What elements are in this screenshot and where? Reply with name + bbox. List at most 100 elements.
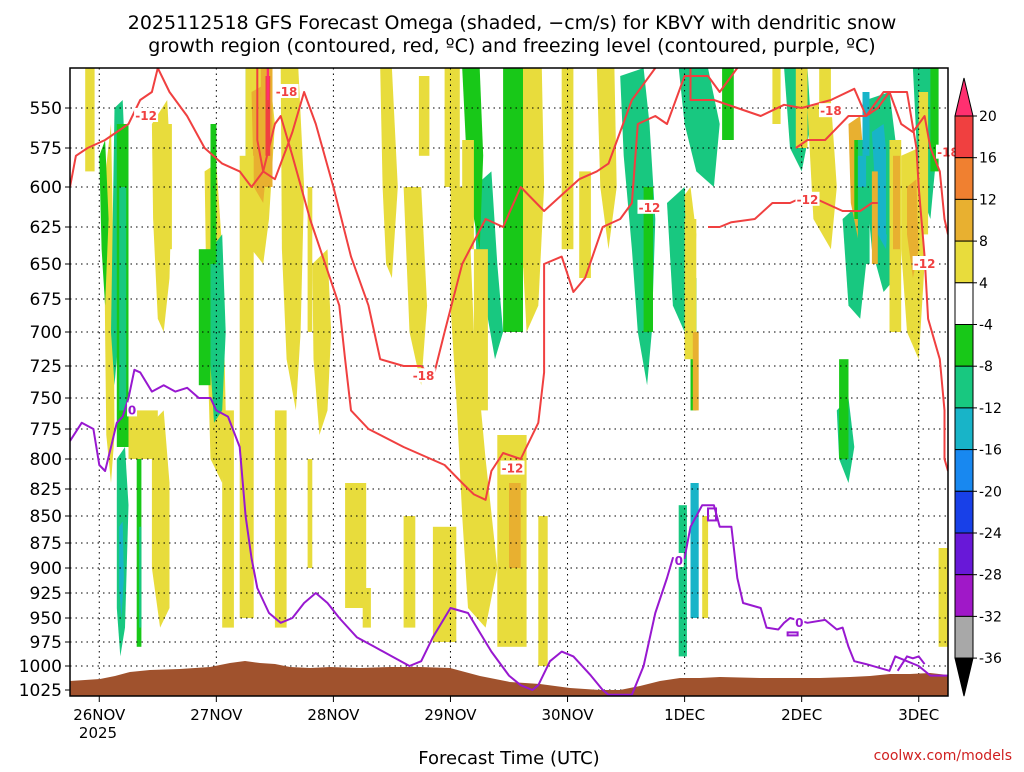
omega-blob-35	[907, 179, 919, 278]
omega-cell-18	[345, 483, 367, 608]
omega-cell-8	[198, 249, 211, 386]
contour-label-bg-9	[127, 402, 138, 417]
y-tick-label-775: 775	[30, 420, 62, 440]
colorbar-segment-12	[954, 615, 974, 659]
omega-cell-26	[503, 68, 523, 332]
x-axis-time: 26NOV 27NOV 28NOV 29NOV 30NOV 1DEC 2DEC 3DEC	[73, 696, 939, 724]
contour-label-10: 0	[675, 554, 683, 568]
colorbar-label-9: -20	[979, 484, 1002, 500]
contour-label-11: 0	[795, 616, 803, 630]
temperature-contours	[70, 68, 948, 696]
contour-label-bg-3	[500, 460, 525, 475]
y-tick-label-750: 750	[30, 389, 62, 409]
contour-label-bg-2	[411, 368, 436, 383]
colorbar-segment-5	[954, 324, 974, 367]
omega-blob-6	[119, 521, 124, 618]
omega-cell-48	[871, 171, 878, 264]
omega-cell-24	[473, 249, 488, 411]
colorbar-bottom-triangle	[954, 657, 974, 697]
colorbar-label-13: -36	[979, 651, 1002, 667]
contour--12-0	[70, 68, 739, 501]
omega-cell-25	[432, 526, 457, 642]
y-tick-label-600: 600	[30, 178, 62, 198]
omega-cell-13	[265, 76, 271, 156]
omega-cell-45	[857, 140, 870, 264]
colorbar-label-8: -16	[979, 443, 1002, 459]
y-tick-label-725: 725	[30, 357, 62, 377]
y-tick-label-650: 650	[30, 255, 62, 275]
omega-cell-7	[163, 124, 172, 250]
contour-label-bg-5	[795, 191, 820, 206]
y-tick-label-850: 850	[30, 507, 62, 527]
omega-cell-15	[274, 410, 287, 628]
omega-cell-9	[210, 124, 217, 264]
omega-cell-5	[128, 410, 158, 459]
y-tick-label-925: 925	[30, 584, 62, 604]
omega-cell-17	[307, 459, 313, 568]
omega-blob-18	[473, 171, 504, 360]
omega-cell-23	[462, 140, 474, 250]
colorbar-segment-2	[954, 198, 974, 242]
y-tick-label-975: 975	[30, 633, 62, 653]
contour-label-bg-4	[637, 199, 662, 214]
colorbar-label-2: 12	[979, 192, 997, 208]
colorbar-label-6: -8	[979, 359, 993, 375]
omega-cell-30	[561, 68, 574, 250]
colorbar-segment-6	[954, 365, 974, 409]
omega-cell-40	[772, 68, 781, 124]
y-tick-label-575: 575	[30, 139, 62, 159]
omega-blob-25	[678, 68, 720, 187]
omega-cell-11	[239, 155, 254, 619]
contour-label-bg-0	[134, 108, 159, 122]
omega-cell-3	[136, 459, 142, 647]
terrain-ground	[70, 661, 948, 696]
x-tick-label-28NOV: 28NOV	[307, 706, 360, 724]
y-tick-label-825: 825	[30, 480, 62, 500]
x-tick-label-30NOV: 30NOV	[541, 706, 594, 724]
omega-cell-29	[538, 516, 548, 666]
omega-cell-14	[266, 68, 269, 100]
x-tick-label-1DEC: 1DEC	[664, 706, 705, 724]
y-tick-label-800: 800	[30, 450, 62, 470]
omega-blob-14	[312, 249, 332, 435]
omega-blob-8	[209, 234, 226, 423]
contour-label-bg-6	[818, 103, 843, 118]
y-tick-label-950: 950	[30, 609, 62, 629]
omega-blob-13	[280, 68, 305, 411]
omega-cell-20	[403, 516, 416, 628]
omega-cell-31	[579, 171, 591, 278]
x-tick-label-29NOV: 29NOV	[424, 706, 477, 724]
contour-label-5: -12	[797, 193, 819, 207]
contour-label-4: -12	[639, 201, 661, 215]
contour-label-1: -18	[276, 85, 298, 99]
colorbar-segment-7	[954, 407, 974, 451]
contour-label-bg-10	[673, 553, 684, 567]
y-tick-label-700: 700	[30, 323, 62, 343]
colorbar: 20 16 12 8 4 -4 -8 -12 -16 -20 -24 -28 -32 -36	[954, 77, 1002, 697]
colorbar-label-4: 4	[979, 276, 988, 292]
omega-cell-44	[854, 140, 861, 219]
x-axis-year-label: 2025	[79, 724, 117, 742]
omega-cell-6	[157, 494, 164, 598]
colorbar-label-0: 20	[979, 109, 997, 125]
contour-label-0: -12	[135, 109, 157, 123]
omega-cell-51	[893, 155, 900, 250]
omega-cell-53	[930, 68, 939, 172]
omega-cell-36	[678, 505, 687, 657]
omega-cell-16	[307, 187, 313, 332]
y-tick-label-550: 550	[30, 99, 62, 119]
x-axis-title: Forecast Time (UTC)	[418, 748, 599, 768]
watermark: coolwx.com/models	[874, 748, 1012, 764]
omega-cell-28	[509, 483, 521, 568]
omega-cell-0	[85, 68, 95, 172]
colorbar-segment-9	[954, 490, 974, 534]
contour--18-4	[689, 68, 948, 235]
omega-cell-37	[690, 483, 699, 618]
colorbar-label-1: 16	[979, 151, 997, 167]
contour--18-3	[256, 68, 657, 380]
omega-cell-21	[418, 76, 430, 156]
x-tick-label-2DEC: 2DEC	[781, 706, 822, 724]
omega-cell-38	[702, 516, 709, 618]
